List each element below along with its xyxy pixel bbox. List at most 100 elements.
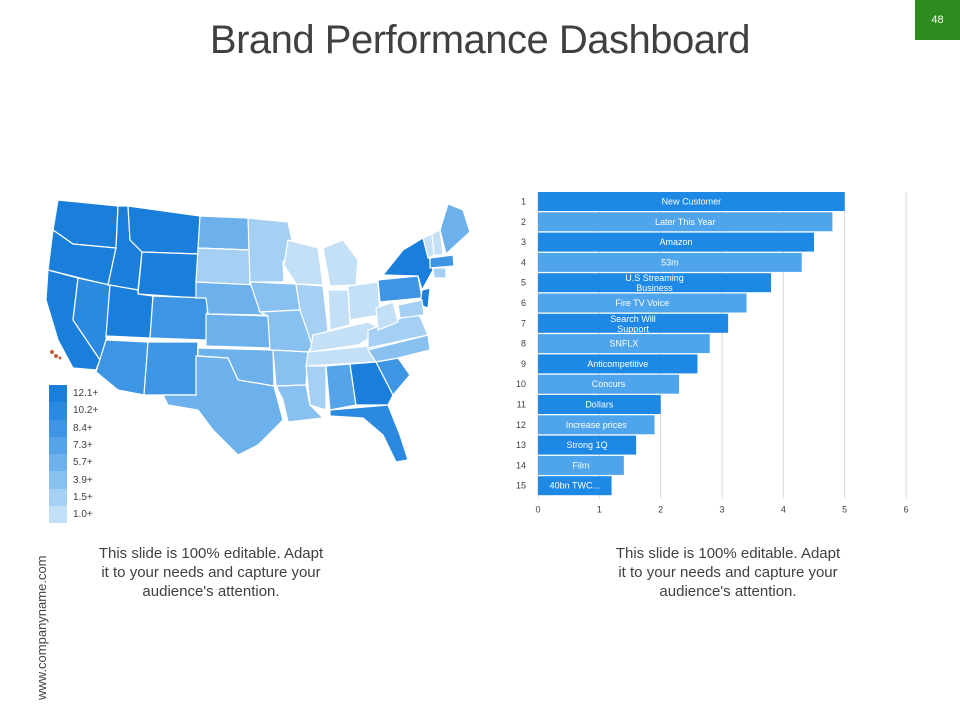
y-tick-label: 12 [516, 420, 526, 430]
bar [538, 455, 624, 475]
legend-row: 8.4+ [49, 419, 98, 437]
x-tick-label: 0 [535, 505, 540, 515]
us-map-graphic [45, 199, 471, 463]
legend-label: 5.7+ [73, 457, 93, 469]
page-title: Brand Performance Dashboard [209, 18, 751, 62]
x-tick-label: 1 [597, 505, 602, 515]
legend-swatch [49, 385, 67, 403]
state-wi [283, 239, 324, 286]
bar [538, 374, 680, 394]
bar [538, 476, 612, 496]
state-sd [195, 247, 251, 286]
legend-row: 1.5+ [49, 488, 98, 507]
legend-swatch [49, 402, 67, 420]
legend-label: 8.4+ [73, 422, 93, 434]
hawaii-islands [50, 350, 62, 360]
bar-label: 53m [661, 257, 679, 267]
state-in [327, 289, 351, 331]
legend-label: 10.2+ [73, 405, 99, 417]
bar-label: SNFLX [609, 339, 638, 349]
bar-label: Fire TV Voice [615, 298, 669, 308]
y-tick-label: 14 [516, 460, 526, 470]
state-ga [349, 361, 394, 406]
state-fl [329, 404, 409, 463]
legend-row: 5.7+ [49, 454, 98, 472]
company-url: www.companyname.com [34, 555, 49, 701]
slide-number-badge: 48 [915, 0, 960, 40]
state-la [275, 384, 325, 423]
y-tick-label: 1 [521, 197, 526, 207]
state-ct [432, 267, 447, 279]
y-tick-label: 4 [521, 257, 526, 267]
y-tick-label: 8 [521, 339, 526, 349]
state-ks [205, 313, 271, 349]
bar [538, 415, 655, 435]
legend-label: 1.0+ [73, 509, 93, 521]
bar [538, 293, 747, 313]
legend-label: 3.9+ [73, 474, 93, 486]
state-me [439, 203, 471, 256]
x-tick-label: 3 [719, 505, 724, 515]
legend-label: 1.5+ [73, 491, 93, 503]
bar-label: Film [572, 460, 589, 470]
state-nd [197, 215, 251, 251]
bar-label: Strong 1Q [567, 440, 608, 450]
y-tick-label: 10 [516, 379, 526, 389]
bar-label: U.S Streaming Business [625, 273, 684, 293]
state-tx [162, 355, 284, 456]
y-tick-label: 3 [521, 237, 526, 247]
state-mt [127, 205, 201, 255]
legend-row: 3.9+ [49, 471, 98, 489]
y-tick-label: 15 [516, 481, 526, 491]
bar-label: Concurs [592, 379, 626, 389]
legend-row: 12.1+ [49, 385, 98, 403]
legend-swatch [49, 471, 67, 489]
bar-label: Search Will Support [610, 314, 656, 334]
state-co [149, 295, 209, 341]
legend-row: 7.3+ [49, 436, 98, 455]
state-nm [143, 341, 199, 396]
bar-label: New Customer [662, 197, 722, 207]
y-tick-label: 6 [521, 298, 526, 308]
legend-row: 10.2+ [49, 402, 99, 420]
y-tick-label: 11 [517, 400, 526, 410]
map-legend: 12.1+ 10.2+ 8.4+ 7.3+ 5.7+ 3.9+ 1.5+ 1.0… [49, 385, 99, 524]
bar [538, 252, 802, 272]
bar [538, 273, 772, 293]
bar [538, 313, 729, 333]
state-mi [322, 239, 359, 287]
caption-left: This slide is 100% editable. Adapt it to… [98, 545, 324, 600]
state-oh [347, 281, 381, 321]
state-wy [137, 251, 199, 299]
x-tick-label: 4 [781, 505, 786, 515]
bar [538, 395, 661, 414]
y-tick-label: 13 [516, 440, 526, 450]
caption-right: This slide is 100% editable. Adapt it to… [615, 545, 841, 600]
bar-label: 40bn TWC... [550, 481, 600, 491]
bar-label: Later This Year [655, 217, 715, 227]
bar [538, 354, 698, 374]
us-choropleth-map [38, 190, 478, 540]
legend-swatch [49, 506, 67, 524]
state-md [397, 299, 425, 319]
state-wv [375, 301, 399, 331]
state-ar [272, 349, 309, 387]
state-ms [305, 365, 327, 411]
bar [538, 232, 814, 252]
bar [538, 212, 833, 232]
bar-label: Dollars [585, 400, 614, 410]
y-tick-label: 7 [521, 318, 526, 328]
bar-label: Amazon [659, 237, 692, 247]
bar [538, 192, 845, 211]
legend-swatch [49, 436, 67, 455]
bar [538, 435, 637, 455]
legend-swatch [49, 488, 67, 507]
state-az [95, 339, 149, 396]
x-tick-label: 5 [842, 505, 847, 515]
y-tick-label: 9 [521, 359, 526, 369]
state-pa [377, 275, 423, 303]
bar [538, 334, 710, 354]
y-tick-label: 5 [521, 278, 526, 288]
x-tick-label: 2 [658, 505, 663, 515]
bar-label: Increase prices [566, 420, 628, 430]
